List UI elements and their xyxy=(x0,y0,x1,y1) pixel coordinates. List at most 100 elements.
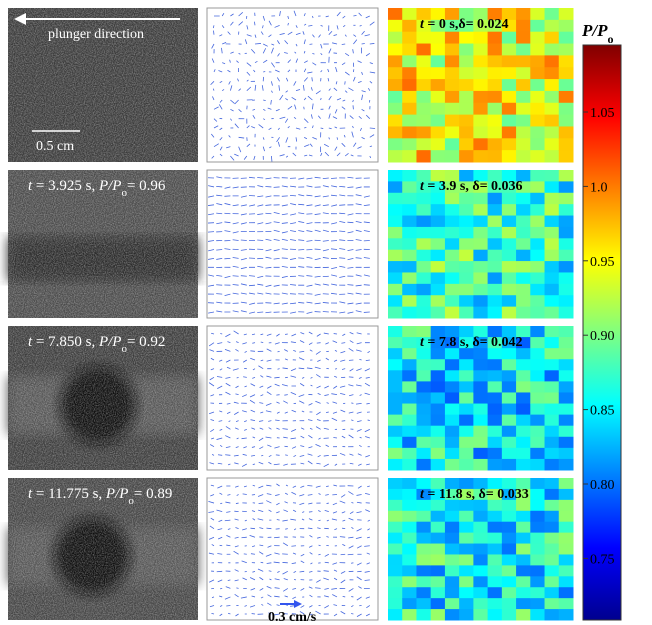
pressure-cell xyxy=(502,533,517,544)
pressure-cell xyxy=(388,126,403,138)
pressure-cell xyxy=(502,307,517,319)
pressure-cell xyxy=(559,91,574,103)
pressure-cell xyxy=(388,295,403,307)
pressure-cell xyxy=(488,459,503,471)
direction-label: plunger direction xyxy=(48,27,144,42)
velocity-vector xyxy=(208,232,214,233)
pressure-cell xyxy=(402,32,417,44)
colorbar-tick-label: 1.0 xyxy=(590,180,608,195)
pressure-cell xyxy=(402,261,417,273)
pressure-cell xyxy=(388,91,403,103)
pressure-cell xyxy=(516,307,531,319)
pressure-cell xyxy=(516,216,531,228)
pressure-cell xyxy=(516,227,531,239)
pressure-cell xyxy=(431,609,446,620)
velocity-vector xyxy=(370,43,375,44)
pressure-cell xyxy=(530,381,545,393)
pressure-cell xyxy=(530,150,545,162)
pressure-cell xyxy=(473,204,488,216)
pressure-cell xyxy=(473,295,488,307)
pressure-cell xyxy=(545,295,560,307)
velocity-vector xyxy=(243,377,247,378)
pressure-cell xyxy=(545,478,560,489)
pressure-cell xyxy=(388,404,403,416)
pressure-cell xyxy=(488,103,503,115)
pressure-cell xyxy=(402,227,417,239)
pressure-cell xyxy=(545,67,560,79)
pressure-cell xyxy=(502,522,517,533)
label-part: = 11.8 s, δ= 0.033 xyxy=(424,487,529,502)
pressure-cell xyxy=(402,44,417,56)
pressure-cell xyxy=(516,522,531,533)
pressure-cell xyxy=(416,103,431,115)
pressure-cell xyxy=(388,500,403,511)
pressure-cell xyxy=(402,138,417,150)
pressure-cell xyxy=(545,250,560,262)
pressure-cell xyxy=(502,609,517,620)
pressure-cell xyxy=(545,348,560,360)
velocity-vector xyxy=(216,294,222,295)
pressure-cell xyxy=(416,609,431,620)
pressure-cell xyxy=(530,478,545,489)
pressure-cell xyxy=(445,126,460,138)
pressure-cell xyxy=(545,55,560,67)
pressure-cell xyxy=(445,307,460,319)
pressure-cell xyxy=(402,250,417,262)
pressure-cell xyxy=(545,193,560,205)
pressure-cell xyxy=(431,67,446,79)
pressure-cell xyxy=(488,216,503,228)
pressure-cell xyxy=(416,533,431,544)
pressure-cell xyxy=(559,587,574,598)
pressure-cell xyxy=(488,204,503,216)
pressure-cell xyxy=(488,554,503,565)
pressure-cell xyxy=(502,238,517,250)
pressure-cell xyxy=(416,381,431,393)
pressure-cell xyxy=(473,415,488,427)
pressure-cell xyxy=(459,44,474,56)
pressure-cell xyxy=(545,459,560,471)
pressure-cell xyxy=(445,115,460,127)
pressure-cell xyxy=(502,67,517,79)
pressure-cell xyxy=(473,250,488,262)
pressure-cell xyxy=(388,32,403,44)
pressure-cell xyxy=(559,348,574,360)
pressure-cell xyxy=(545,544,560,555)
pressure-cell xyxy=(502,459,517,471)
pressure-cell xyxy=(488,272,503,284)
pressure-cell xyxy=(431,533,446,544)
pressure-cell xyxy=(388,238,403,250)
pressure-cell xyxy=(402,79,417,91)
velocity-vector xyxy=(236,588,238,589)
pressure-cell xyxy=(545,272,560,284)
pressure-cell xyxy=(402,181,417,193)
pressure-cell xyxy=(473,284,488,296)
velocity-vector xyxy=(274,537,280,538)
pressure-cell xyxy=(473,44,488,56)
pressure-cell xyxy=(530,272,545,284)
pressure-cell xyxy=(402,609,417,620)
velocity-vector xyxy=(255,43,261,44)
pressure-cell xyxy=(530,126,545,138)
pressure-cell xyxy=(445,554,460,565)
pressure-cell xyxy=(473,381,488,393)
pressure-cell xyxy=(530,326,545,338)
pressure-cell xyxy=(445,261,460,273)
pressure-cell xyxy=(388,448,403,460)
pressure-cell xyxy=(402,91,417,103)
pressure-cell xyxy=(388,337,403,349)
pressure-cell xyxy=(431,79,446,91)
pressure-cell xyxy=(516,565,531,576)
pressure-cell xyxy=(416,216,431,228)
pressure-cell xyxy=(445,404,460,416)
pressure-cell xyxy=(516,67,531,79)
pressure-cell xyxy=(545,415,560,427)
velocity-vector xyxy=(216,186,222,187)
pressure-cell xyxy=(530,598,545,609)
pressure-cell xyxy=(402,67,417,79)
pressure-cell xyxy=(516,404,531,416)
pressure-cell xyxy=(445,44,460,56)
pressure-cell xyxy=(488,32,503,44)
pressure-cell xyxy=(530,511,545,522)
velocity-vector xyxy=(261,562,264,563)
label-part: P/P xyxy=(98,334,122,350)
